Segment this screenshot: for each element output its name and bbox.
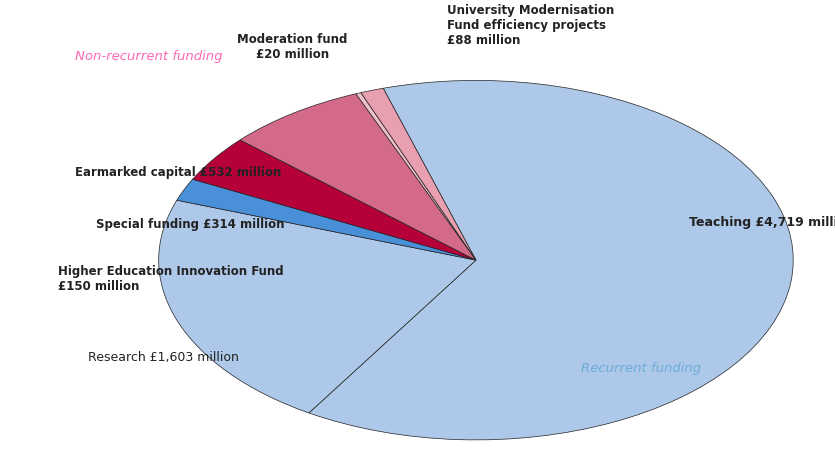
Wedge shape [159,200,476,413]
Text: Earmarked capital £532 million: Earmarked capital £532 million [75,166,281,179]
Text: Special funding £314 million: Special funding £314 million [96,218,285,231]
Text: Research £1,603 million: Research £1,603 million [88,350,239,364]
Wedge shape [361,88,476,260]
Text: Recurrent funding: Recurrent funding [581,362,701,376]
Text: Higher Education Innovation Fund
£150 million: Higher Education Innovation Fund £150 mi… [58,265,284,293]
Wedge shape [309,80,793,440]
Wedge shape [356,93,476,260]
Wedge shape [240,94,476,260]
Wedge shape [193,140,476,260]
Text: University Modernisation
Fund efficiency projects
£88 million: University Modernisation Fund efficiency… [447,4,614,47]
Text: Non-recurrent funding: Non-recurrent funding [75,50,223,63]
Text: Moderation fund
£20 million: Moderation fund £20 million [237,34,347,61]
Wedge shape [177,179,476,260]
Text: Teaching £4,719 million: Teaching £4,719 million [689,216,835,229]
